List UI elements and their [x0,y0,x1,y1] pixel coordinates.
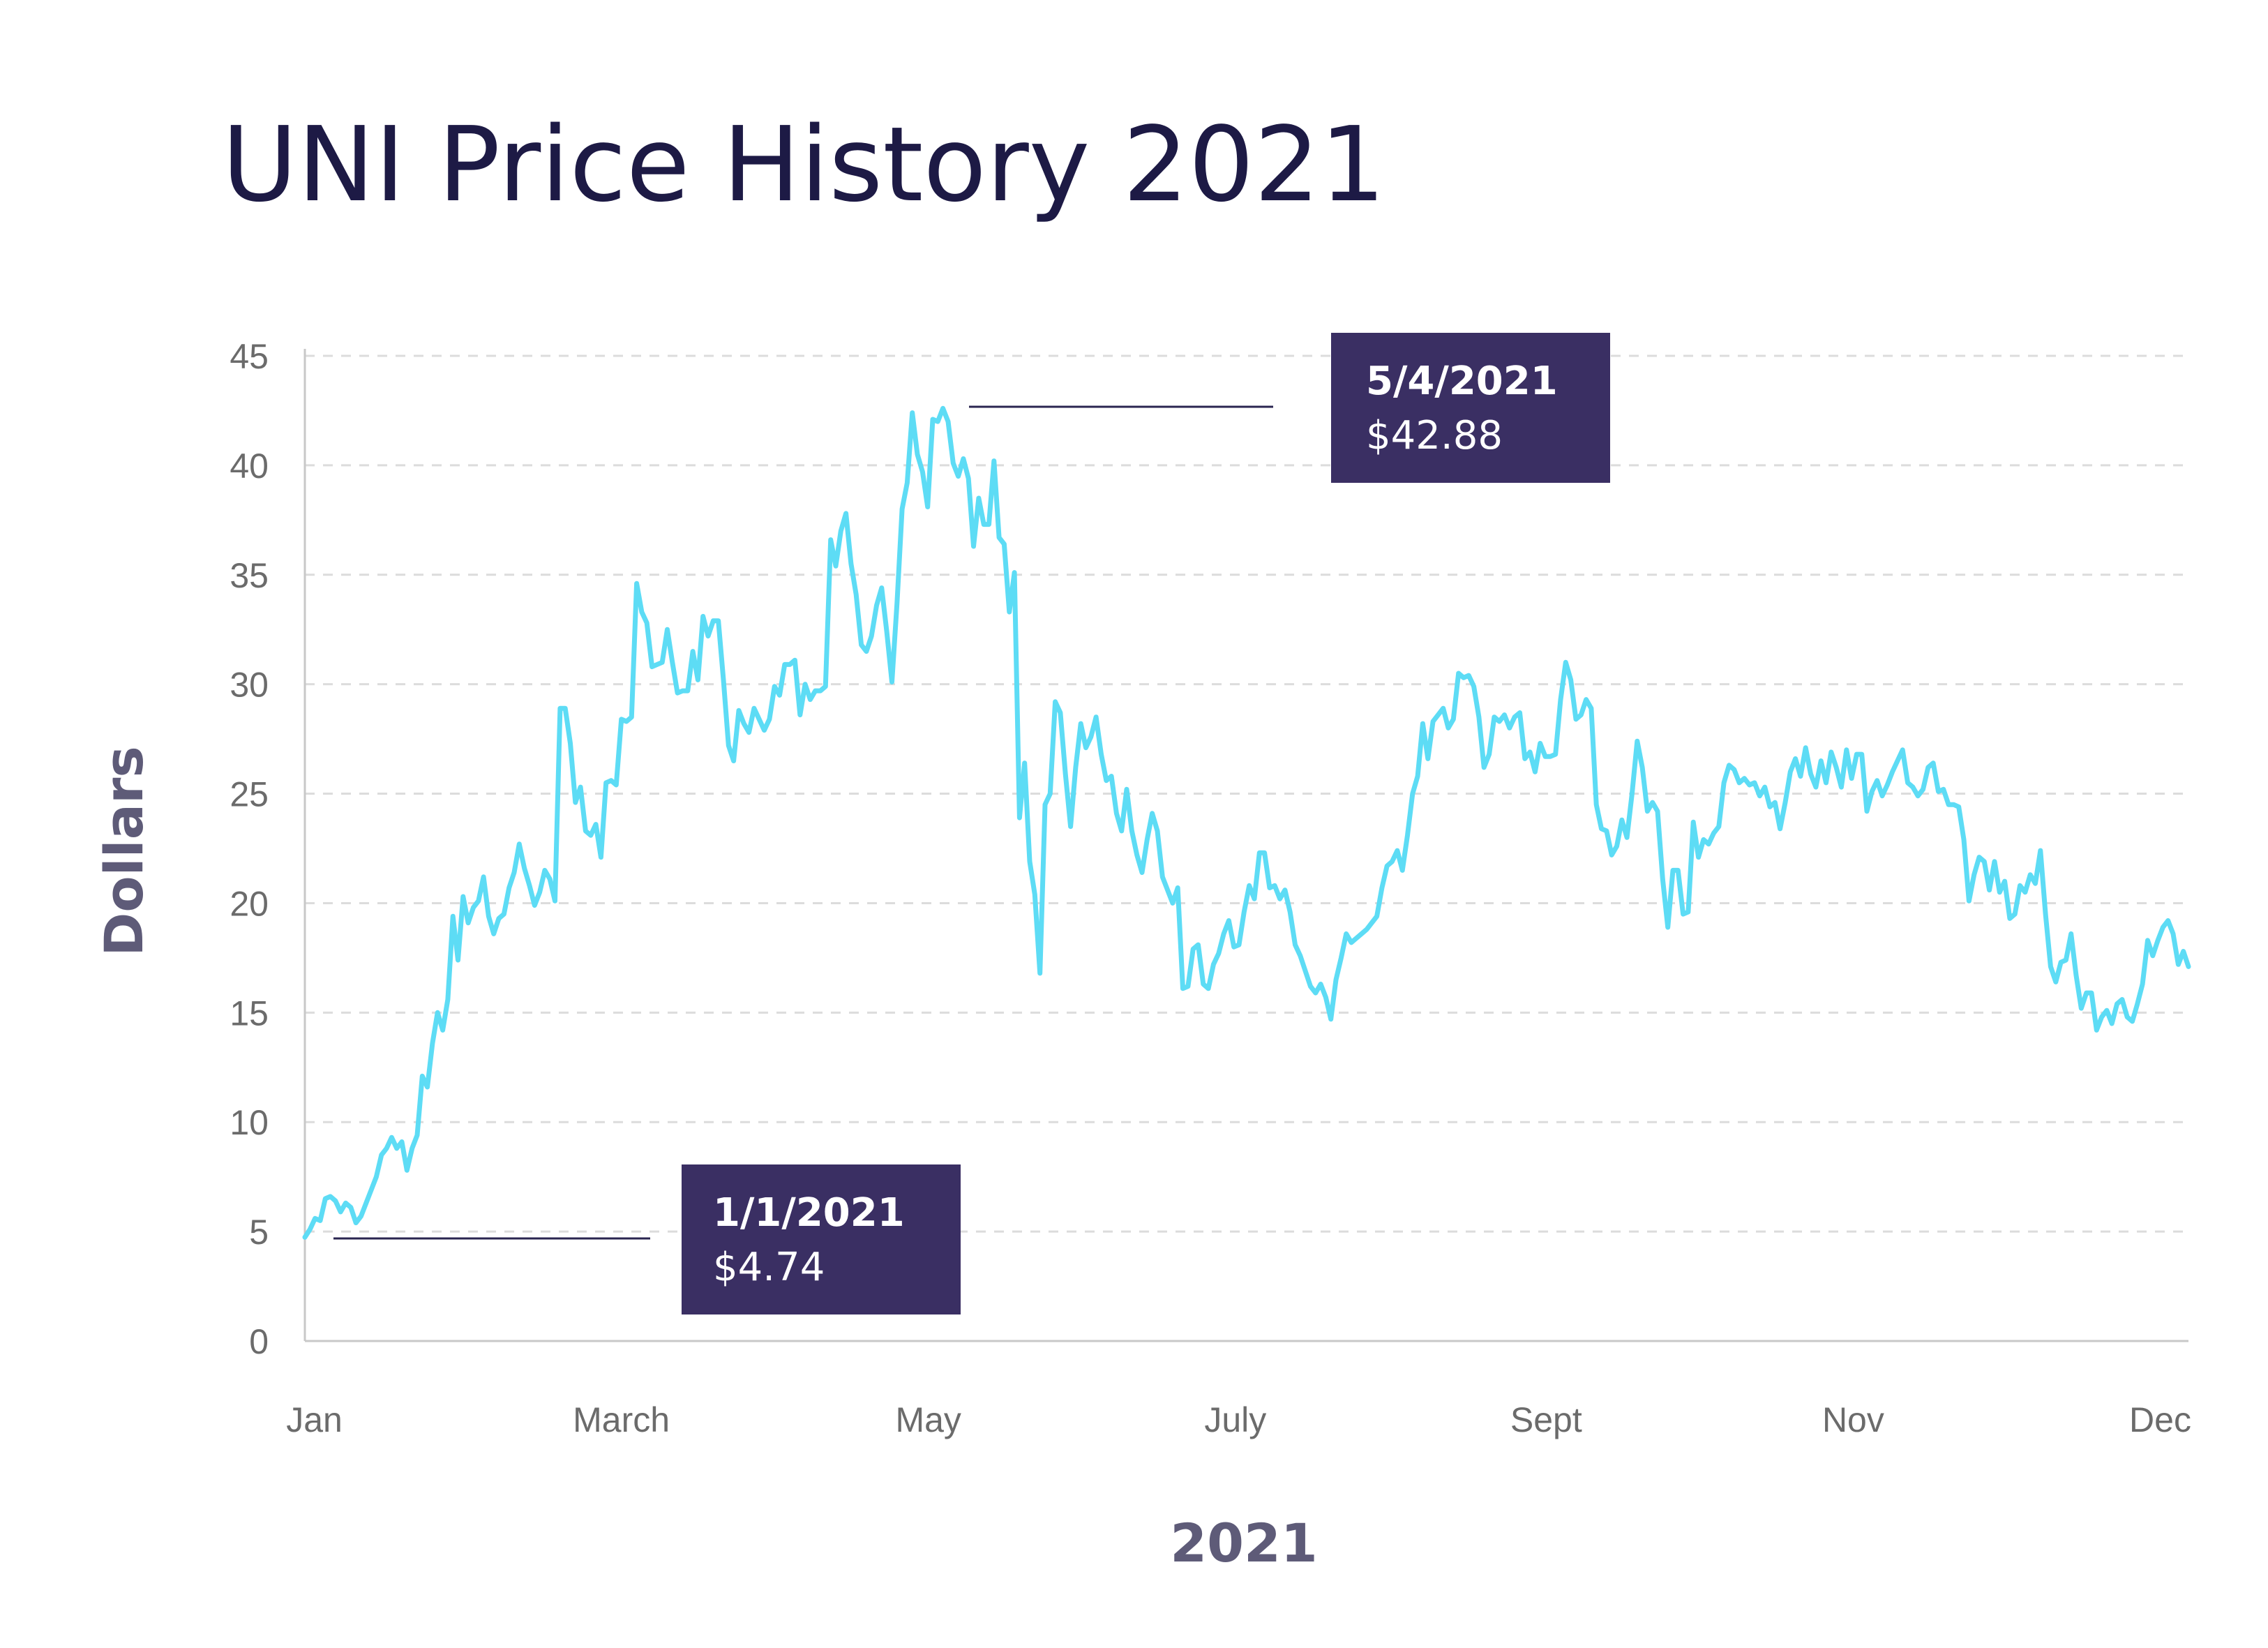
y-axis-title: Dollars [93,746,155,956]
annotation-low-value: $4.74 [713,1245,825,1290]
x-tick-label: July [1204,1400,1266,1439]
annotation-high-box [1331,333,1610,483]
y-tick-label: 0 [249,1322,269,1361]
annotation-low-date: 1/1/2021 [713,1190,905,1236]
y-tick-label: 30 [230,666,269,705]
annotation-high-date: 5/4/2021 [1366,359,1558,404]
price-line [302,405,2191,1240]
x-tick-label: Dec [2129,1400,2191,1439]
x-tick-label: Nov [1822,1400,1884,1439]
grid-lines [305,354,2188,1233]
y-tick-label: 25 [230,775,269,814]
x-tick-label: March [573,1400,670,1439]
x-tick-label: Sept [1510,1400,1582,1439]
y-tick-label: 10 [230,1103,269,1142]
x-axis-ticks: Jan March May July Sept Nov Dec [286,1400,2191,1439]
annotation-high-value: $42.88 [1366,413,1503,458]
chart-title: UNI Price History 2021 [222,105,1385,225]
x-tick-label: Jan [286,1400,343,1439]
annotation-low-box [682,1164,961,1314]
x-axis-title: 2021 [1170,1512,1318,1574]
x-tick-label: May [895,1400,961,1439]
y-tick-label: 35 [230,556,269,595]
y-tick-label: 45 [230,337,269,376]
annotation-low: 1/1/2021 $4.74 [682,1164,961,1314]
y-tick-label: 20 [230,884,269,923]
y-axis-ticks: 0 5 10 15 20 25 30 35 40 45 [230,337,269,1361]
y-tick-label: 15 [230,994,269,1033]
price-series [302,405,2191,1240]
y-tick-label: 40 [230,447,269,486]
y-tick-label: 5 [249,1213,269,1252]
annotation-high: 5/4/2021 $42.88 [1331,333,1610,483]
